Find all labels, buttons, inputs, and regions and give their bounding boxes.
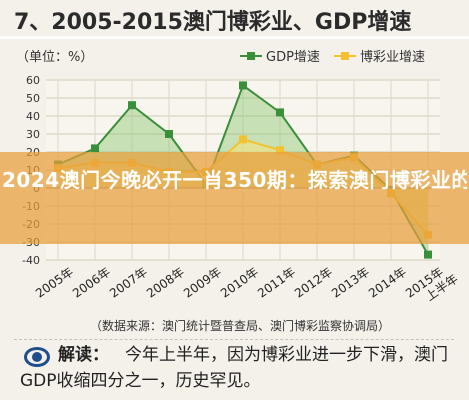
y-tick-label: -40 — [22, 254, 40, 267]
title-divider — [0, 36, 469, 39]
series-point — [276, 108, 284, 117]
x-tick-label: 2009年 — [181, 265, 224, 301]
data-source: （数据来源：澳门统计暨普查局、澳门博彩监察协调局） — [90, 319, 391, 333]
x-tick-label: 2013年 — [329, 265, 372, 301]
x-tick-label: 2007年 — [107, 265, 150, 301]
x-tick-label-text: 2006年 — [70, 265, 113, 301]
x-tick-label-text: 2013年 — [329, 265, 372, 301]
x-tick-label: 2008年 — [144, 265, 187, 301]
reading-paragraph: 解读： 今年上半年，因为博彩业进一步下滑，澳门GDP收缩四分之一，历史罕见。 — [20, 342, 460, 394]
x-tick-label: 2014年 — [366, 265, 409, 301]
footer-divider — [14, 339, 454, 341]
series-point — [128, 101, 136, 110]
legend-swatch-gaming — [333, 51, 356, 60]
x-tick-label-text: 2012年 — [292, 265, 335, 301]
legend-label-gdp: GDP增速 — [266, 50, 320, 65]
page-title: 7、2005-2015澳门博彩业、GDP增速 — [14, 10, 412, 35]
unit-label: （单位：%） — [16, 50, 94, 65]
overlay-banner — [0, 152, 469, 244]
y-tick-label: 40 — [26, 110, 40, 123]
series-point — [239, 135, 247, 144]
reading-text: 今年上半年，因为博彩业进一步下滑，澳门GDP收缩四分之一，历史罕见。 — [20, 345, 448, 391]
x-tick-label-text: 2005年 — [33, 265, 76, 301]
x-tick-label-text: 2008年 — [144, 265, 187, 301]
y-tick-label: 60 — [26, 74, 40, 87]
overlay-headline: 2024澳门今晚必开一肖350期：探索澳门博彩业的新趋 — [2, 168, 467, 192]
reading-label: 解读： — [58, 345, 109, 365]
legend-item-gdp: GDP增速 — [240, 46, 320, 65]
series-point — [424, 250, 432, 259]
legend-item-gaming: 博彩业增速 — [333, 46, 425, 65]
x-tick-label: 2011年 — [255, 265, 298, 301]
x-tick-label-text: 2009年 — [181, 265, 224, 301]
x-tick-label: 2010年 — [218, 265, 261, 301]
eye-icon — [24, 347, 50, 367]
series-point — [276, 146, 284, 155]
x-tick-label-text: 2010年 — [218, 265, 261, 301]
y-tick-label: 50 — [26, 92, 40, 105]
x-tick-label-text: 2014年 — [366, 265, 409, 301]
series-point — [91, 144, 99, 153]
x-tick-label: 2006年 — [70, 265, 113, 301]
chart-legend: GDP增速 博彩业增速 — [240, 46, 425, 65]
x-tick-label-text: 2011年 — [255, 265, 298, 301]
x-tick-label: 2012年 — [292, 265, 335, 301]
x-tick-label: 2005年 — [33, 265, 76, 301]
series-point — [165, 130, 173, 138]
legend-swatch-gdp — [240, 51, 262, 60]
series-point — [239, 81, 247, 90]
x-tick-label-text: 2007年 — [107, 265, 150, 301]
legend-label-gaming: 博彩业增速 — [359, 50, 425, 65]
y-tick-label: 30 — [26, 128, 40, 141]
